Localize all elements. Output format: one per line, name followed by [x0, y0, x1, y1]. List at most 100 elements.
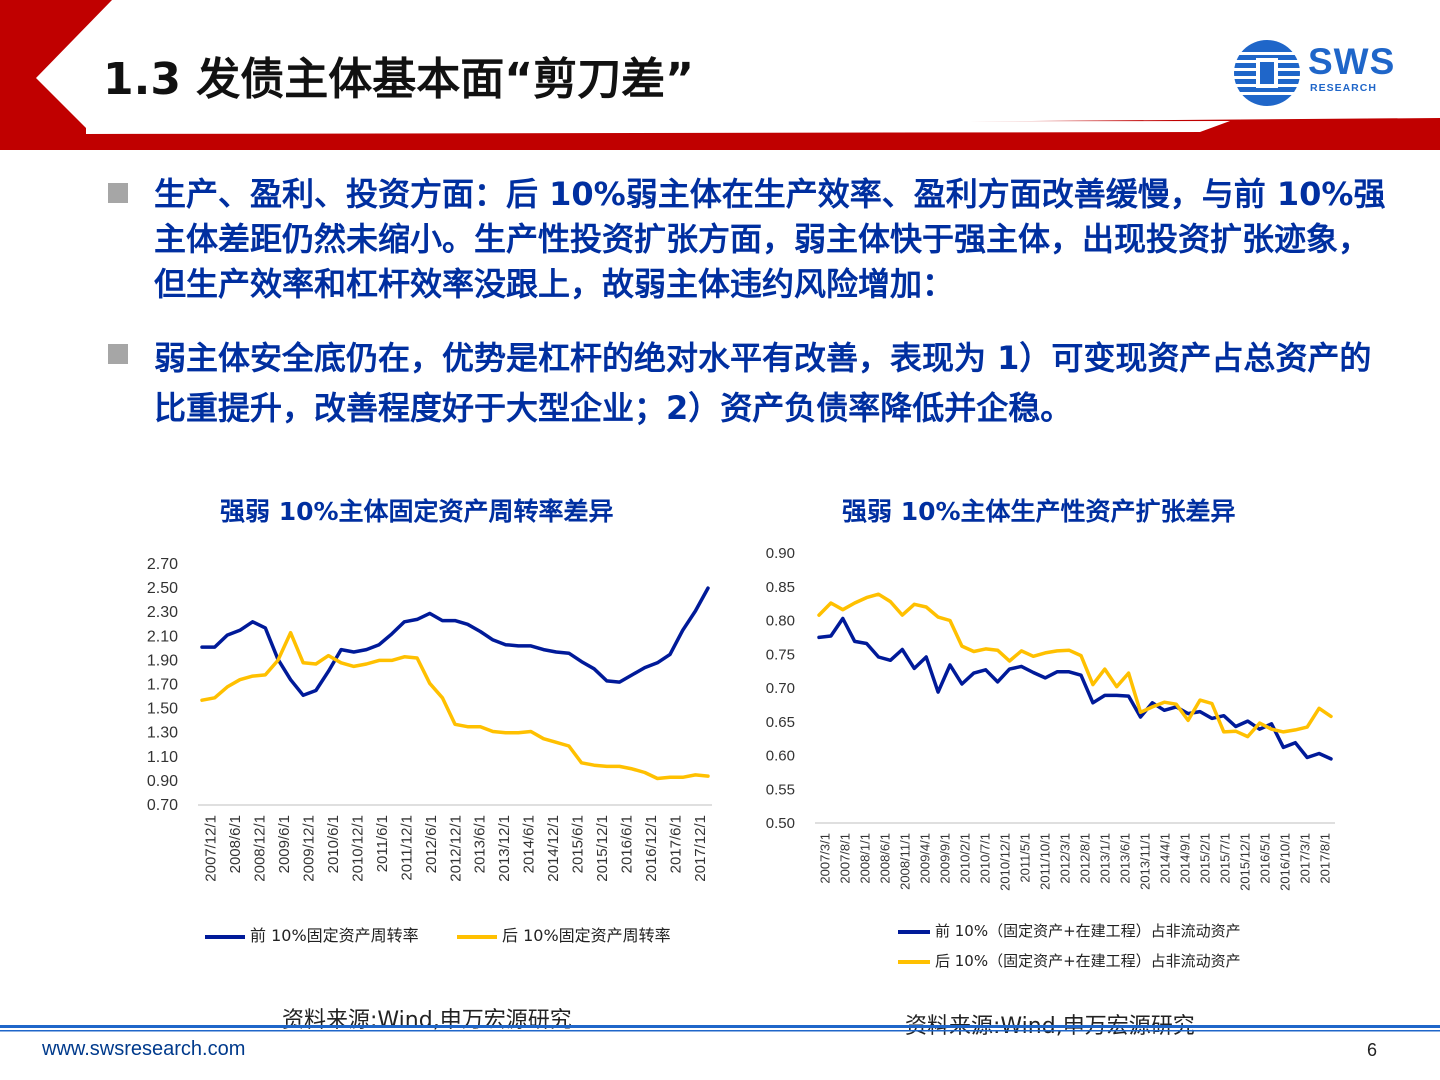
- chart1-x-tick-label: 2016/12/1: [643, 815, 660, 882]
- logo-wordmark: SWS: [1308, 41, 1396, 82]
- chart2-plot: 0.90 0.85 0.80 0.75 0.70 0.65 0.60 0.55 0.50 2007…: [766, 545, 1335, 891]
- bullet-square-icon: [108, 344, 128, 364]
- chart2-x-tick-label: 2008/11/1: [898, 833, 913, 890]
- chart2-x-tick-label: 2010/7/1: [978, 833, 993, 884]
- chart2-source: 资料来源:Wind,申万宏源研究: [905, 1014, 1195, 1039]
- chart2-x-tick-label: 2016/5/1: [1258, 833, 1273, 884]
- footer-website-link[interactable]: www.swsresearch.com: [42, 1038, 246, 1060]
- chart2-series-line-2: [817, 592, 1333, 739]
- chart2-y-tick-label: 0.70: [766, 680, 795, 697]
- chart2-x-tick-label: 2013/6/1: [1118, 833, 1133, 884]
- chart2-x-tick-label: 2010/2/1: [958, 833, 973, 884]
- chart2-x-tick-label: 2015/2/1: [1198, 833, 1213, 884]
- bullet-text: 弱主体安全底仍在，优势是杠杆的绝对水平有改善，表现为 1）可变现资产占总资产的比…: [154, 339, 1372, 427]
- chart1-legend-item-1: 前 10%固定资产周转率: [205, 922, 419, 946]
- header-white-band: [86, 121, 1230, 134]
- chart1-x-tick-label: 2014/12/1: [545, 815, 562, 882]
- chart1-y-tick-label: 2.50: [147, 580, 178, 597]
- chart1-y-tick-label: 1.90: [147, 652, 178, 669]
- chart2-x-tick-label: 2015/12/1: [1238, 833, 1253, 891]
- chart2-x-tick-label: 2008/1/1: [858, 833, 873, 884]
- chart1-x-tick-label: 2008/12/1: [251, 815, 268, 882]
- legend-swatch: [205, 934, 245, 939]
- chart2-y-tick-label: 0.90: [766, 545, 795, 562]
- chart2-x-tick-label: 2014/4/1: [1158, 833, 1173, 884]
- chart1-x-tick-label: 2017/6/1: [668, 815, 685, 873]
- chart2-x-tick-label: 2007/3/1: [818, 833, 833, 884]
- chart1-y-tick-label: 2.70: [147, 556, 178, 573]
- chart2-x-tick-label: 2009/4/1: [918, 833, 933, 884]
- chart2-y-tick-label: 0.85: [766, 579, 795, 596]
- chart2-title: 强弱 10%主体生产性资产扩张差异: [842, 497, 1236, 526]
- bullet-item: 弱主体安全底仍在，优势是杠杆的绝对水平有改善，表现为 1）可变现资产占总资产的比…: [108, 333, 1398, 433]
- bullet-text: 生产、盈利、投资方面：后 10%弱主体在生产效率、盈利方面改善缓慢，与前 10%…: [154, 175, 1386, 303]
- chart2-x-tick-label: 2014/9/1: [1178, 833, 1193, 884]
- chart1-x-tick-label: 2016/6/1: [619, 815, 636, 873]
- chart2-x-tick-label: 2016/10/1: [1278, 833, 1293, 891]
- chart2-x-tick-label: 2008/6/1: [878, 833, 893, 884]
- chart2-x-tick-label: 2007/8/1: [838, 833, 853, 884]
- chart2-x-tick-label: 2017/3/1: [1298, 833, 1313, 884]
- chart2-x-tick-label: 2013/11/1: [1138, 833, 1153, 890]
- chart2-x-tick-label: 2009/9/1: [938, 833, 953, 884]
- chart1-x-tick-label: 2011/6/1: [374, 815, 391, 872]
- chart1-y-tick-label: 2.10: [147, 628, 178, 645]
- chart1-x-tick-label: 2007/12/1: [202, 815, 219, 882]
- chart2-x-tick-label: 2017/8/1: [1318, 833, 1333, 884]
- chart2-legend-item-1: 前 10%（固定资产+在建工程）占非流动资产: [898, 920, 1241, 941]
- chart2-x-tick-label: 2012/8/1: [1078, 833, 1093, 884]
- slide-title-text: 1.3 发债主体基本面“剪刀差”: [103, 54, 695, 105]
- chart2-x-tick-label: 2011/5/1: [1018, 833, 1033, 883]
- chart1-x-tick-label: 2013/12/1: [496, 815, 513, 882]
- chart1-y-tick-label: 1.10: [147, 749, 178, 766]
- chart1-x-tick-label: 2008/6/1: [227, 815, 244, 873]
- sws-globe-icon: [1234, 40, 1300, 106]
- bullet-square-icon: [108, 183, 128, 203]
- logo-subtitle: RESEARCH: [1310, 82, 1377, 94]
- chart1-x-tick-label: 2011/12/1: [398, 815, 415, 881]
- bullet-item: 生产、盈利、投资方面：后 10%弱主体在生产效率、盈利方面改善缓慢，与前 10%…: [108, 172, 1398, 307]
- chart1-y-tick-label: 0.70: [147, 797, 178, 814]
- chart2-y-tick-label: 0.75: [766, 646, 795, 663]
- chart1-x-tick-label: 2017/12/1: [692, 815, 709, 882]
- chart1-x-tick-label: 2015/12/1: [594, 815, 611, 882]
- chart1-source: 资料来源:Wind,申万宏源研究: [282, 1008, 572, 1033]
- bullet-list: 生产、盈利、投资方面：后 10%弱主体在生产效率、盈利方面改善缓慢，与前 10%…: [108, 172, 1398, 459]
- chart2-x-tick-label: 2010/12/1: [998, 833, 1013, 891]
- slide-title: 1.3 发债主体基本面“剪刀差”: [103, 52, 694, 108]
- legend-label: 后 10%固定资产周转率: [502, 926, 671, 945]
- chart1-x-tick-label: 2012/12/1: [447, 815, 464, 882]
- chart1-x-tick-label: 2010/12/1: [349, 815, 366, 882]
- chart1-y-tick-label: 1.30: [147, 725, 178, 742]
- chart1-legend-item-2: 后 10%固定资产周转率: [457, 922, 677, 946]
- chart1-y-tick-label: 0.90: [147, 773, 178, 790]
- header-red-accent: [0, 0, 112, 150]
- legend-label: 后 10%（固定资产+在建工程）占非流动资产: [935, 952, 1241, 970]
- legend-label: 前 10%（固定资产+在建工程）占非流动资产: [935, 922, 1241, 940]
- chart1-x-tick-label: 2014/6/1: [521, 815, 538, 873]
- chart2-x-tick-label: 2012/3/1: [1058, 833, 1073, 884]
- chart1-series-line-1: [200, 586, 710, 698]
- chart1-x-tick-label: 2013/6/1: [472, 815, 489, 873]
- chart1-y-tick-label: 1.50: [147, 701, 178, 718]
- chart1-x-tick-label: 2010/6/1: [325, 815, 342, 873]
- chart1-y-tick-label: 1.70: [147, 677, 178, 694]
- chart2-y-tick-label: 0.65: [766, 714, 795, 731]
- chart1-x-tick-label: 2015/6/1: [570, 815, 587, 873]
- chart1-series-line-2: [200, 630, 710, 781]
- chart1-x-tick-label: 2009/6/1: [276, 815, 293, 873]
- legend-swatch: [898, 929, 930, 934]
- chart2-legend-item-2: 后 10%（固定资产+在建工程）占非流动资产: [898, 950, 1241, 971]
- chart2-y-tick-label: 0.80: [766, 613, 795, 630]
- legend-swatch: [898, 959, 930, 964]
- chart1-x-tick-label: 2012/6/1: [423, 815, 440, 873]
- page-number: 6: [1367, 1040, 1378, 1060]
- chart1-title: 强弱 10%主体固定资产周转率差异: [220, 497, 614, 526]
- chart2-y-tick-label: 0.60: [766, 748, 795, 765]
- chart1-x-tick-label: 2009/12/1: [300, 815, 317, 882]
- legend-swatch: [457, 934, 497, 939]
- chart2-x-tick-label: 2011/10/1: [1038, 833, 1053, 890]
- sws-logo: SWS RESEARCH: [1232, 38, 1412, 108]
- chart2-x-tick-label: 2015/7/1: [1218, 833, 1233, 884]
